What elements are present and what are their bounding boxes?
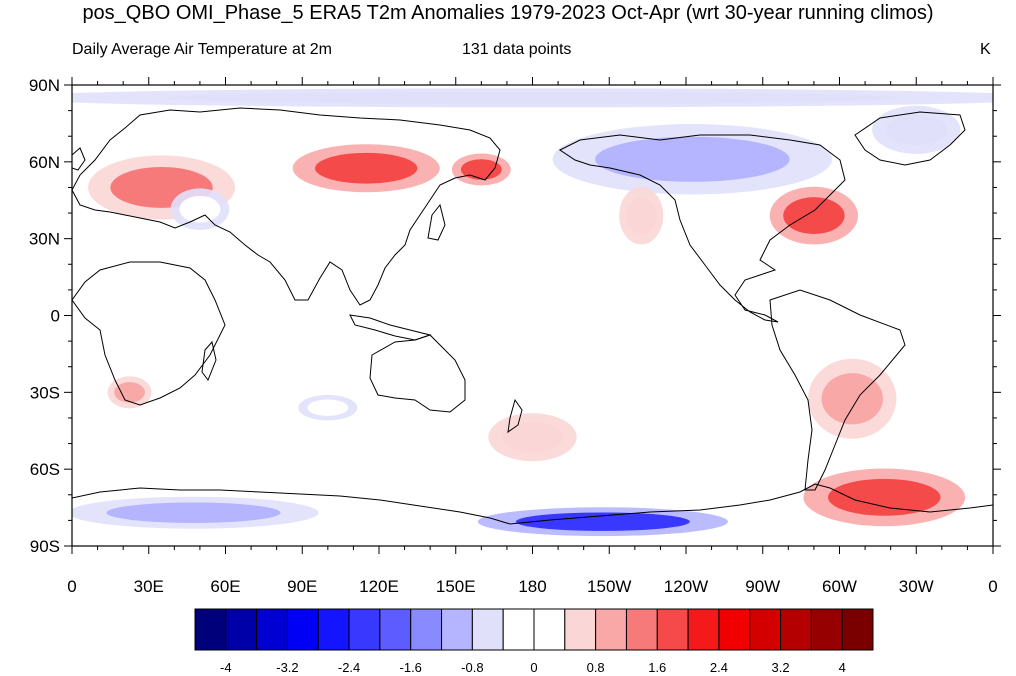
- colorbar-label: -3.2: [276, 660, 298, 675]
- lon-tick-label: 150W: [587, 577, 631, 596]
- anomaly-greenland-cold: [872, 105, 961, 154]
- map-background: [72, 85, 993, 546]
- lon-tick-label: 0: [988, 577, 997, 596]
- anomaly-new-zealand-warm: [488, 413, 577, 462]
- colorbar-swatch: [780, 608, 812, 651]
- colorbar-label: -0.8: [461, 660, 483, 675]
- anomaly-kamchatka-warm: [451, 153, 511, 186]
- lon-tick-label: 120W: [664, 577, 708, 596]
- lat-tick-label: 0: [51, 307, 60, 326]
- variable-label: Daily Average Air Temperature at 2m: [72, 41, 332, 58]
- colorbar-label: 0: [530, 660, 537, 675]
- colorbar-swatch: [471, 608, 504, 651]
- colorbar-swatch: [379, 608, 412, 651]
- anomaly-north-america-cold: [552, 124, 833, 195]
- lon-tick-label: 90W: [745, 577, 780, 596]
- colorbar: -4 -3.2 -2.4 -1.6 -0.8 0 0.8 1.6 2.4 3.2 4: [194, 608, 874, 675]
- anomaly-ross-sea-cold: [477, 507, 728, 537]
- lon-tick-label: 30W: [899, 577, 934, 596]
- lat-tick-label: 30N: [29, 230, 60, 249]
- colorbar-label: 2.4: [710, 660, 728, 675]
- anomaly-eastern-us-warm: [769, 186, 859, 245]
- colorbar-swatch: [718, 608, 751, 651]
- colorbar-label: 4: [839, 660, 846, 675]
- coastlines: [72, 107, 993, 525]
- lon-tick-label: 150E: [436, 577, 476, 596]
- colorbar-label: 0.8: [587, 660, 605, 675]
- colorbar-swatch: [625, 608, 658, 651]
- colorbar-swatch: [810, 608, 843, 651]
- anomaly-arctic-cold-band: [72, 88, 993, 108]
- latitude-axis: 90N 60N 30N 0 30S 60S 90S: [29, 76, 1001, 556]
- anomaly-southern-africa-warm: [107, 376, 152, 409]
- colorbar-swatch: [410, 608, 443, 651]
- colorbar-label: -4: [220, 660, 232, 675]
- lon-tick-label: 60E: [210, 577, 240, 596]
- anomaly-southern-indian-cold: [298, 394, 358, 421]
- colorbar-swatch: [502, 608, 535, 651]
- anomaly-north-pacific-warm: [619, 186, 664, 245]
- colorbar-swatch: [533, 608, 566, 651]
- anomaly-siberia-warm: [292, 144, 440, 193]
- lon-tick-label: 60W: [822, 577, 857, 596]
- lon-tick-label: 180: [518, 577, 546, 596]
- colorbar-label: -2.4: [338, 660, 360, 675]
- plot-title: pos_QBO OMI_Phase_5 ERA5 T2m Anomalies 1…: [82, 2, 934, 24]
- colorbar-swatch: [286, 608, 319, 651]
- anomaly-east-antarctica-cold: [72, 496, 319, 529]
- lat-tick-label: 90S: [30, 537, 60, 556]
- colorbar-swatch: [194, 608, 227, 651]
- colorbar-swatch: [348, 608, 381, 651]
- lon-tick-label: 90E: [287, 577, 317, 596]
- lon-tick-label: 120E: [359, 577, 399, 596]
- lon-tick-label: 30E: [134, 577, 164, 596]
- lon-tick-label: 0: [67, 577, 76, 596]
- anomaly-central-asia-cold: [170, 188, 230, 231]
- anomaly-layer: [72, 88, 993, 537]
- colorbar-swatch: [656, 608, 689, 651]
- data-points-label: 131 data points: [462, 41, 572, 58]
- colorbar-label: 3.2: [772, 660, 790, 675]
- anomaly-south-america-warm: [808, 358, 897, 439]
- lat-tick-label: 30S: [30, 383, 60, 402]
- colorbar-swatch: [225, 608, 258, 651]
- colorbar-swatch: [687, 608, 720, 651]
- anomaly-southern-ocean-warm: [803, 468, 966, 527]
- colorbar-label: 1.6: [648, 660, 666, 675]
- longitude-axis: 0 30E 60E 90E 120E 150E 180 150W 120W 90W 60W 30W 0: [67, 77, 998, 596]
- colorbar-swatch: [441, 608, 473, 651]
- colorbar-swatch: [595, 608, 627, 651]
- lat-tick-label: 60N: [29, 153, 60, 172]
- colorbar-swatch: [256, 608, 288, 651]
- lat-tick-label: 60S: [30, 460, 60, 479]
- colorbar-swatch: [749, 608, 782, 651]
- colorbar-swatch: [317, 608, 350, 651]
- units-label: K: [980, 41, 991, 58]
- colorbar-label: -1.6: [400, 660, 422, 675]
- lat-tick-label: 90N: [29, 76, 60, 95]
- colorbar-swatch: [841, 608, 874, 651]
- colorbar-swatch: [564, 608, 597, 651]
